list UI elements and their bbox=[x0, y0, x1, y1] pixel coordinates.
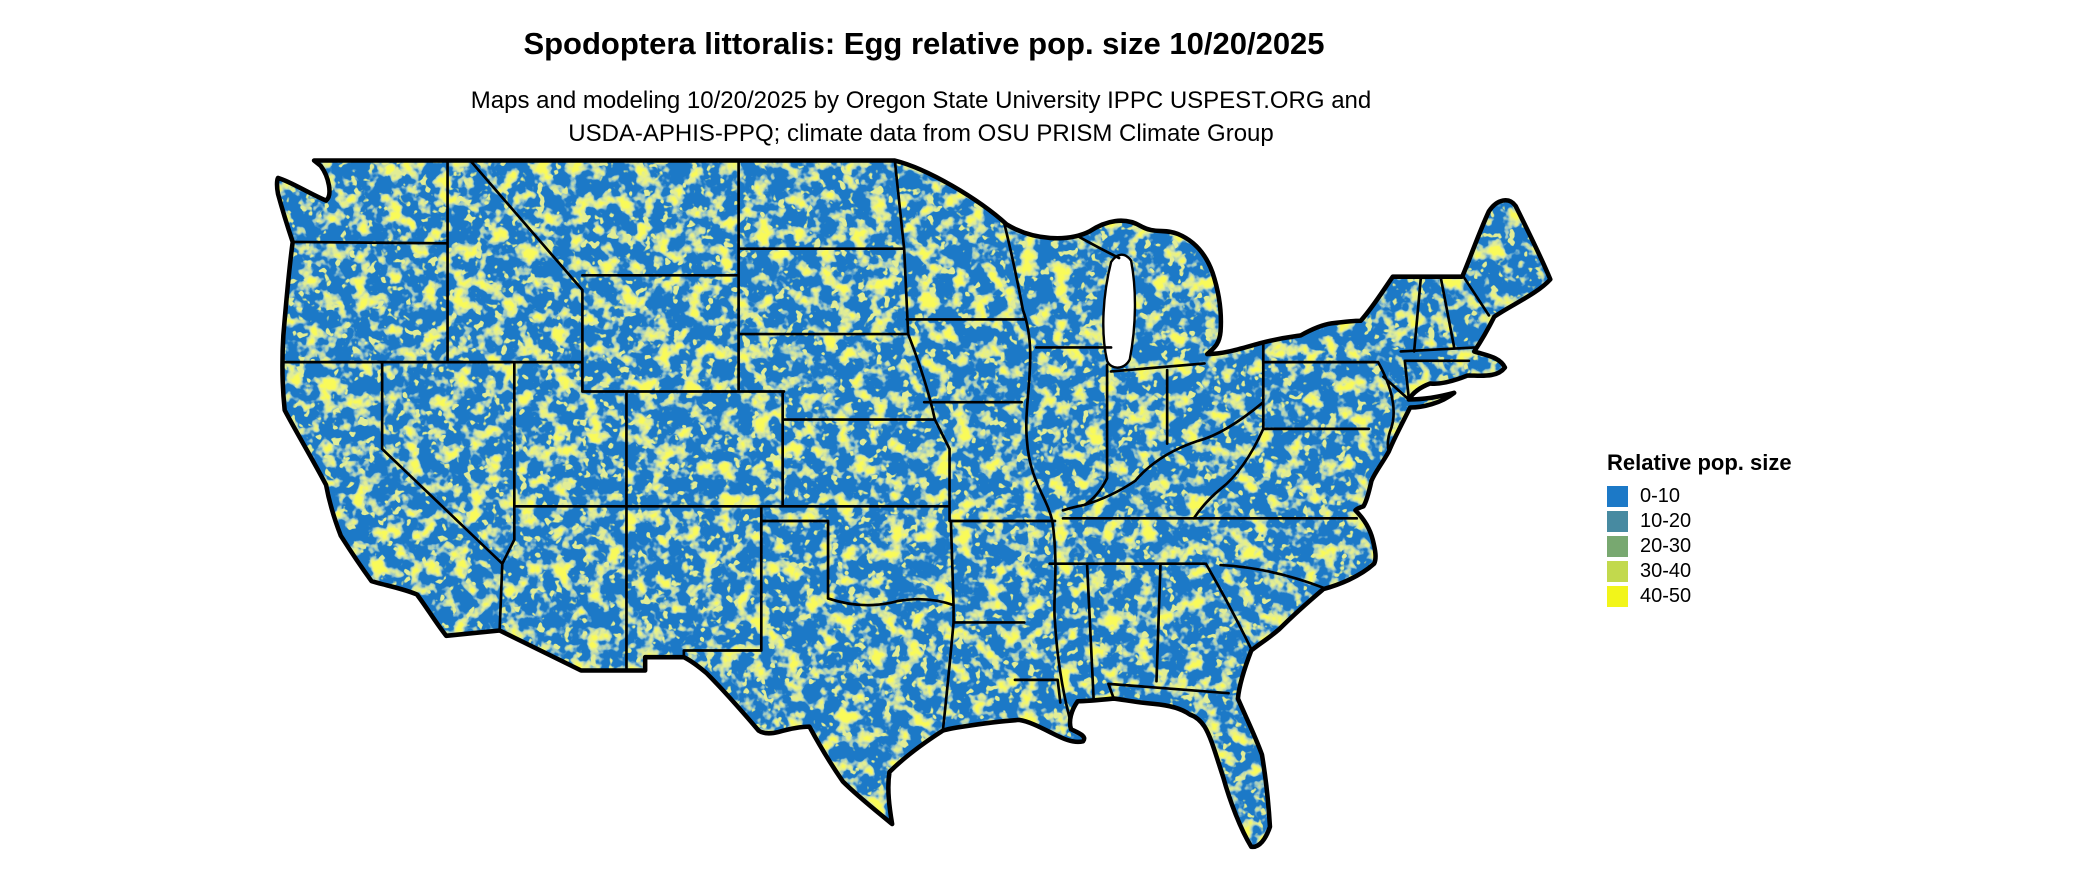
us-map bbox=[270, 158, 1565, 884]
population-speckle-layer bbox=[277, 160, 1551, 847]
lake-michigan bbox=[1102, 253, 1137, 369]
legend-label: 10-20 bbox=[1640, 510, 1692, 532]
legend-title: Relative pop. size bbox=[1607, 450, 1792, 475]
attribution-line-2: USDA-APHIS-PPQ; climate data from OSU PR… bbox=[568, 120, 1274, 147]
us-map-svg bbox=[270, 158, 1565, 884]
legend-swatch-20-30 bbox=[1607, 536, 1628, 557]
legend-item: 30-40 bbox=[1607, 560, 1792, 582]
legend-label: 30-40 bbox=[1640, 560, 1692, 582]
legend-item: 0-10 bbox=[1607, 485, 1792, 507]
legend-item: 10-20 bbox=[1607, 510, 1792, 532]
legend-item: 20-30 bbox=[1607, 535, 1792, 557]
attribution-line-1: Maps and modeling 10/20/2025 by Oregon S… bbox=[470, 87, 1372, 114]
legend-swatch-10-20 bbox=[1607, 511, 1628, 532]
legend-swatch-30-40 bbox=[1607, 561, 1628, 582]
map-attribution: Maps and modeling 10/20/2025 by Oregon S… bbox=[471, 84, 1371, 150]
legend-label: 40-50 bbox=[1640, 585, 1692, 607]
legend-swatch-0-10 bbox=[1607, 486, 1628, 507]
legend-label: 0-10 bbox=[1640, 485, 1681, 507]
legend-swatch-40-50 bbox=[1607, 586, 1628, 607]
legend-label: 20-30 bbox=[1640, 535, 1692, 557]
legend-item: 40-50 bbox=[1607, 585, 1792, 607]
state-borders bbox=[282, 160, 1491, 732]
map-legend: Relative pop. size 0-10 10-20 20-30 30-4… bbox=[1607, 450, 1792, 611]
page-title: Spodoptera littoralis: Egg relative pop.… bbox=[523, 26, 1325, 61]
